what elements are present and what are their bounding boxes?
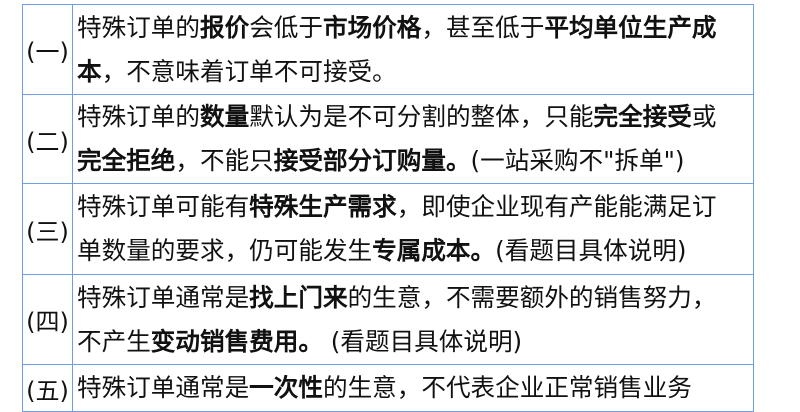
table-row: (三) 特殊订单可能有特殊生产需求，即使企业现有产能能满足订 单数量的要求，仍可能发…: [22, 183, 754, 275]
text-line: 特殊订单的数量默认为是不可分割的整体，只能完全接受或: [77, 95, 753, 139]
text-segment: 会低于: [249, 12, 323, 42]
row-text: 特殊订单可能有特殊生产需求，即使企业现有产能能满足订 单数量的要求，仍可能发生专属…: [72, 183, 754, 275]
row-number: (一): [22, 4, 73, 95]
bold-text: 专属成本。: [372, 236, 496, 265]
text-segment: 的生意，不代表企业正常销售业务: [322, 373, 692, 402]
bold-text: 本: [77, 56, 102, 86]
text-segment: 特殊订单通常是: [77, 373, 250, 402]
bold-text: 平均单位生产成: [544, 12, 717, 42]
text-line: 特殊订单的报价会低于市场价格，甚至低于平均单位生产成: [77, 6, 753, 50]
text-segment: ，不意味着订单不可接受。: [101, 56, 397, 86]
special-order-table: (一) 特殊订单的报价会低于市场价格，甚至低于平均单位生产成 本，不意味着订单不可接…: [22, 4, 754, 412]
bold-text: 报价: [199, 12, 250, 42]
table-body: (一) 特殊订单的报价会低于市场价格，甚至低于平均单位生产成 本，不意味着订单不可接…: [22, 4, 754, 412]
bold-text: 完全拒绝: [77, 146, 176, 175]
bold-text: 特殊生产需求: [249, 192, 397, 221]
text-segment: 的生意，不需要额外的销售努力，: [347, 282, 717, 312]
text-line: 单数量的要求，仍可能发生专属成本。(看题目具体说明): [77, 229, 753, 273]
bold-text: 变动销售费用。: [150, 326, 323, 356]
text-segment: ，甚至低于: [421, 12, 545, 42]
text-line: 特殊订单通常是一次性的生意，不代表企业正常销售业务: [77, 366, 753, 410]
bold-text: 找上门来: [249, 282, 348, 312]
text-segment: 特殊订单通常是: [77, 282, 250, 312]
text-segment: 不产生: [77, 326, 151, 356]
text-segment: 或: [691, 102, 717, 131]
text-segment: (看题目具体说明): [495, 236, 687, 265]
text-segment: 单数量的要求，仍可能发生: [77, 236, 373, 265]
row-text: 特殊订单通常是一次性的生意，不代表企业正常销售业务: [72, 364, 754, 412]
bold-text: 接受部分订购量。: [273, 146, 471, 175]
bold-text: 完全接受: [593, 102, 692, 131]
table-row: (一) 特殊订单的报价会低于市场价格，甚至低于平均单位生产成 本，不意味着订单不可接…: [22, 4, 754, 95]
bold-text: 市场价格: [322, 12, 422, 42]
row-text: 特殊订单的数量默认为是不可分割的整体，只能完全接受或 完全拒绝，不能只接受部分订购…: [72, 94, 754, 184]
text-segment: (一站采购不"拆单"): [470, 146, 685, 175]
text-line: 特殊订单通常是找上门来的生意，不需要额外的销售努力，: [77, 276, 753, 320]
row-number: (三): [22, 183, 73, 275]
bold-text: 一次性: [249, 373, 323, 402]
text-segment: ，不能只: [175, 146, 274, 175]
row-text: 特殊订单的报价会低于市场价格，甚至低于平均单位生产成 本，不意味着订单不可接受。: [72, 4, 754, 95]
text-segment: 默认为是不可分割的整体，只能: [249, 102, 594, 131]
text-line: 本，不意味着订单不可接受。: [77, 50, 753, 94]
row-text: 特殊订单通常是找上门来的生意，不需要额外的销售努力， 不产生变动销售费用。 (看题…: [72, 274, 754, 365]
text-line: 不产生变动销售费用。 (看题目具体说明): [77, 320, 753, 364]
text-segment: 特殊订单的: [77, 102, 200, 131]
bold-text: 数量: [199, 102, 250, 131]
row-number: (四): [22, 274, 73, 365]
table-row: (四) 特殊订单通常是找上门来的生意，不需要额外的销售努力， 不产生变动销售费用。 …: [22, 274, 754, 365]
text-line: 特殊订单可能有特殊生产需求，即使企业现有产能能满足订: [77, 185, 753, 229]
text-segment: (看题目具体说明): [322, 326, 523, 356]
text-segment: 特殊订单可能有: [77, 192, 250, 221]
row-number: (五): [22, 364, 73, 412]
row-number: (二): [22, 94, 73, 184]
table-row: (五) 特殊订单通常是一次性的生意，不代表企业正常销售业务: [22, 364, 754, 412]
table-row: (二) 特殊订单的数量默认为是不可分割的整体，只能完全接受或 完全拒绝，不能只接受部…: [22, 94, 754, 184]
text-line: 完全拒绝，不能只接受部分订购量。(一站采购不"拆单"): [77, 139, 753, 183]
text-segment: 特殊订单的: [77, 12, 200, 42]
text-segment: ，即使企业现有产能能满足订: [396, 192, 717, 221]
